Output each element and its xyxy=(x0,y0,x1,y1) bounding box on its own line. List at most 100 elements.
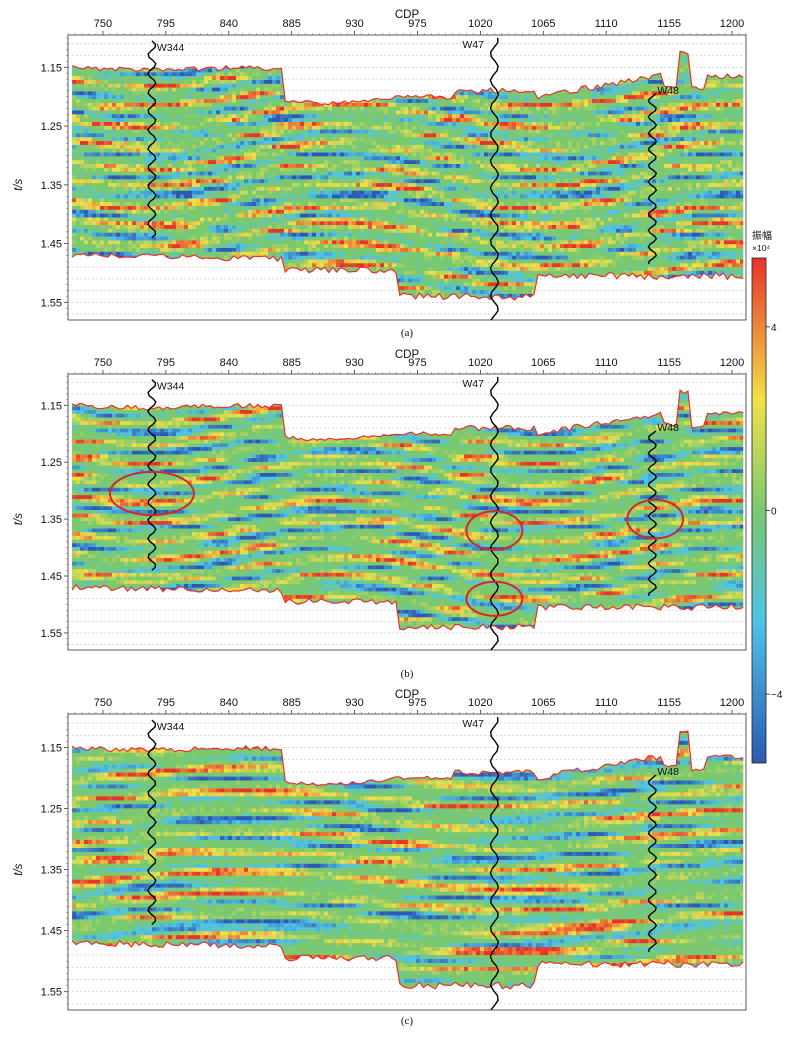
well-log-curve xyxy=(647,430,658,597)
colorbar-tick-label: −4 xyxy=(771,690,783,701)
y-tick-label: 1.25 xyxy=(41,804,62,816)
y-tick-label: 1.55 xyxy=(41,297,62,309)
section-bottom-edge xyxy=(71,939,744,990)
x-tick-label: 1155 xyxy=(657,697,681,709)
y-tick-label: 1.15 xyxy=(41,400,62,412)
colorbar-title: 振幅 xyxy=(752,229,772,242)
well-label: W47 xyxy=(462,378,484,390)
x-tick-label: 1155 xyxy=(657,357,681,369)
well-log-curve xyxy=(647,774,658,953)
well-log-curve xyxy=(489,717,500,1011)
well-label: W48 xyxy=(657,422,679,434)
x-tick-label: 1020 xyxy=(468,357,492,369)
x-tick-label: 1065 xyxy=(531,357,555,369)
x-tick-label: 975 xyxy=(408,18,426,30)
y-axis-title: t/s xyxy=(13,513,25,525)
panel-label: (a) xyxy=(401,327,414,339)
y-tick-label: 1.45 xyxy=(41,926,62,938)
seismic-panel: CDP 750 795 840 885 930 975 1020 1065 1110 1155 120… xyxy=(13,9,747,339)
highlight-ellipse xyxy=(626,498,685,540)
x-tick-label: 1065 xyxy=(531,697,555,709)
x-tick-label: 930 xyxy=(345,697,363,709)
highlight-ellipse xyxy=(108,470,195,517)
colorbar-unit: ×10⁴ xyxy=(752,243,770,253)
x-tick-label: 930 xyxy=(345,18,363,30)
x-tick-label: 885 xyxy=(282,357,300,369)
x-tick-label: 795 xyxy=(157,697,175,709)
well-label: W47 xyxy=(462,718,484,730)
x-tick-label: 1110 xyxy=(595,18,618,30)
highlight-ellipse xyxy=(465,580,524,617)
well-log-curve xyxy=(147,379,157,571)
colorbar-tick-label: 0 xyxy=(771,507,777,518)
panel-label: (b) xyxy=(401,668,414,680)
x-tick-label: 795 xyxy=(157,18,175,30)
x-tick-label: 1200 xyxy=(720,697,744,709)
well-log-curve xyxy=(489,37,500,321)
y-tick-label: 1.45 xyxy=(41,571,62,583)
well-label: W48 xyxy=(657,85,679,97)
y-tick-label: 1.25 xyxy=(41,121,62,133)
well-label: W344 xyxy=(157,721,185,733)
x-tick-label: 840 xyxy=(220,357,238,369)
seismic-amplitude-section xyxy=(72,390,744,630)
well-log-curve xyxy=(489,376,500,651)
panel-label: (c) xyxy=(401,1015,414,1027)
plot-frame xyxy=(67,34,747,321)
y-tick-label: 1.35 xyxy=(41,865,62,877)
y-axis-title: t/s xyxy=(13,863,25,875)
x-tick-label: 840 xyxy=(220,697,238,709)
x-tick-label: 750 xyxy=(94,697,112,709)
y-axis-title: t/s xyxy=(13,179,25,191)
well-log-curve xyxy=(147,40,157,239)
x-tick-label: 1155 xyxy=(657,18,681,30)
x-tick-label: 795 xyxy=(157,357,175,369)
plot-frame xyxy=(67,373,747,651)
x-tick-label: 840 xyxy=(220,18,238,30)
x-tick-label: 885 xyxy=(282,18,300,30)
highlight-ellipse xyxy=(465,510,524,551)
y-tick-label: 1.45 xyxy=(41,239,62,251)
x-tick-label: 975 xyxy=(408,357,426,369)
colorbar-gradient xyxy=(751,257,767,764)
y-tick-label: 1.35 xyxy=(41,514,62,526)
section-bottom-edge xyxy=(71,252,744,301)
x-tick-label: 885 xyxy=(282,697,300,709)
colorbar-ticks: 4 0 −4 xyxy=(766,323,783,701)
seismic-panel: CDP 750 795 840 885 930 975 1020 1065 1110 1155 120… xyxy=(13,689,747,1027)
y-tick-label: 1.55 xyxy=(41,628,62,640)
well-log-curve xyxy=(647,93,658,265)
amplitude-colorbar: 振幅 ×10⁴ 4 0 −4 xyxy=(751,229,783,764)
plot-frame xyxy=(67,713,747,1011)
well-label: W47 xyxy=(462,39,484,51)
well-log-curve xyxy=(147,719,157,926)
x-axis-title: CDP xyxy=(395,9,420,21)
x-tick-label: 1020 xyxy=(468,697,492,709)
x-tick-label: 1020 xyxy=(468,18,492,30)
y-tick-label: 1.35 xyxy=(41,180,62,192)
x-tick-label: 930 xyxy=(345,357,363,369)
panels-group: CDP 750 795 840 885 930 975 1020 1065 1110 1155 120… xyxy=(13,9,747,1027)
x-tick-label: 750 xyxy=(94,18,112,30)
x-tick-label: 750 xyxy=(94,357,112,369)
section-top-edge xyxy=(71,730,744,787)
y-tick-label: 1.55 xyxy=(41,987,62,999)
well-label: W344 xyxy=(157,42,185,54)
x-tick-label: 1110 xyxy=(595,697,618,709)
section-bottom-edge xyxy=(71,583,744,631)
x-tick-label: 975 xyxy=(408,697,426,709)
y-tick-label: 1.15 xyxy=(41,62,62,74)
section-top-edge xyxy=(72,50,744,106)
y-tick-label: 1.25 xyxy=(41,457,62,469)
x-tick-label: 1200 xyxy=(720,357,744,369)
well-label: W48 xyxy=(657,766,679,778)
x-axis-title: CDP xyxy=(395,689,420,701)
y-tick-label: 1.15 xyxy=(41,743,62,755)
well-label: W344 xyxy=(157,381,185,393)
x-tick-label: 1200 xyxy=(720,18,744,30)
section-top-edge xyxy=(71,388,744,442)
x-tick-label: 1065 xyxy=(531,18,555,30)
colorbar-tick-label: 4 xyxy=(771,323,777,334)
seismic-panel: CDP 750 795 840 885 930 975 1020 1065 1110 1155 120… xyxy=(13,349,747,680)
